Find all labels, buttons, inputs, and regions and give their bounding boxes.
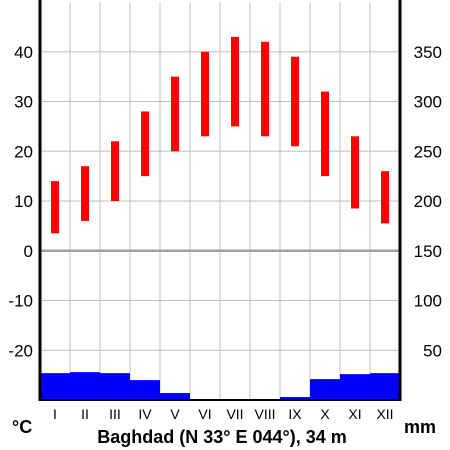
month-label-IX: IX [288, 406, 302, 422]
grid-lines [40, 2, 400, 400]
month-label-IV: IV [138, 406, 152, 422]
temperature-bar-IX [291, 56, 299, 147]
precipitation-bar-IX [280, 397, 310, 400]
right-unit-label: mm [404, 417, 436, 437]
temperature-bar-XII [381, 171, 389, 224]
month-labels: I II III IV V VI VII VIII IX X XI XII [53, 406, 394, 422]
precipitation-bar-I [40, 373, 70, 400]
month-label-XI: XI [348, 406, 361, 422]
precipitation-bar-X [310, 379, 340, 400]
precipitation-bar-XII [370, 373, 400, 400]
precipitation-bar-XI [340, 374, 370, 400]
month-label-VIII: VIII [254, 406, 275, 422]
right-tick-label: 100 [414, 292, 442, 311]
axes [38, 0, 402, 401]
right-tick-label: 350 [414, 43, 442, 62]
temperature-bar-I [51, 181, 59, 234]
month-label-V: V [170, 406, 180, 422]
left-tick-label: 30 [14, 93, 33, 112]
left-tick-label: 40 [14, 43, 33, 62]
temperature-bar-V [171, 76, 179, 152]
precipitation-bar-III [100, 373, 130, 400]
temperature-bar-VIII [261, 41, 269, 137]
temperature-bar-XI [351, 136, 359, 209]
left-unit-label: °C [12, 417, 32, 437]
chart-title: Baghdad (N 33° E 044°), 34 m [97, 427, 346, 447]
temperature-bar-II [81, 166, 89, 221]
left-tick-label: -20 [8, 341, 33, 360]
right-tick-label: 150 [414, 242, 442, 261]
right-tick-label: 200 [414, 192, 442, 211]
month-label-XII: XII [376, 406, 393, 422]
precipitation-bars [40, 372, 400, 400]
temperature-bar-IV [141, 111, 149, 177]
left-tick-label: 10 [14, 192, 33, 211]
temperature-bar-III [111, 141, 119, 201]
right-tick-label: 250 [414, 142, 442, 161]
left-axis-ticks: -20 -10 0 10 20 30 40 [8, 43, 33, 361]
precipitation-bar-V [160, 393, 190, 400]
precipitation-bar-II [70, 372, 100, 400]
month-label-VII: VII [226, 406, 243, 422]
left-tick-label: 20 [14, 142, 33, 161]
temperature-bar-VI [201, 51, 209, 137]
temperature-bar-X [321, 91, 329, 177]
temperature-bar-VII [231, 36, 239, 127]
right-axis-ticks: 50 100 150 200 250 300 350 [414, 43, 442, 361]
month-label-II: II [81, 406, 89, 422]
month-label-VI: VI [198, 406, 211, 422]
month-label-X: X [320, 406, 330, 422]
left-tick-label: 0 [24, 242, 33, 261]
right-tick-label: 300 [414, 93, 442, 112]
month-label-I: I [53, 406, 57, 422]
left-tick-label: -10 [8, 292, 33, 311]
right-tick-label: 50 [423, 341, 442, 360]
temperature-bars [51, 36, 389, 234]
month-label-III: III [109, 406, 121, 422]
precipitation-bar-IV [130, 380, 160, 400]
